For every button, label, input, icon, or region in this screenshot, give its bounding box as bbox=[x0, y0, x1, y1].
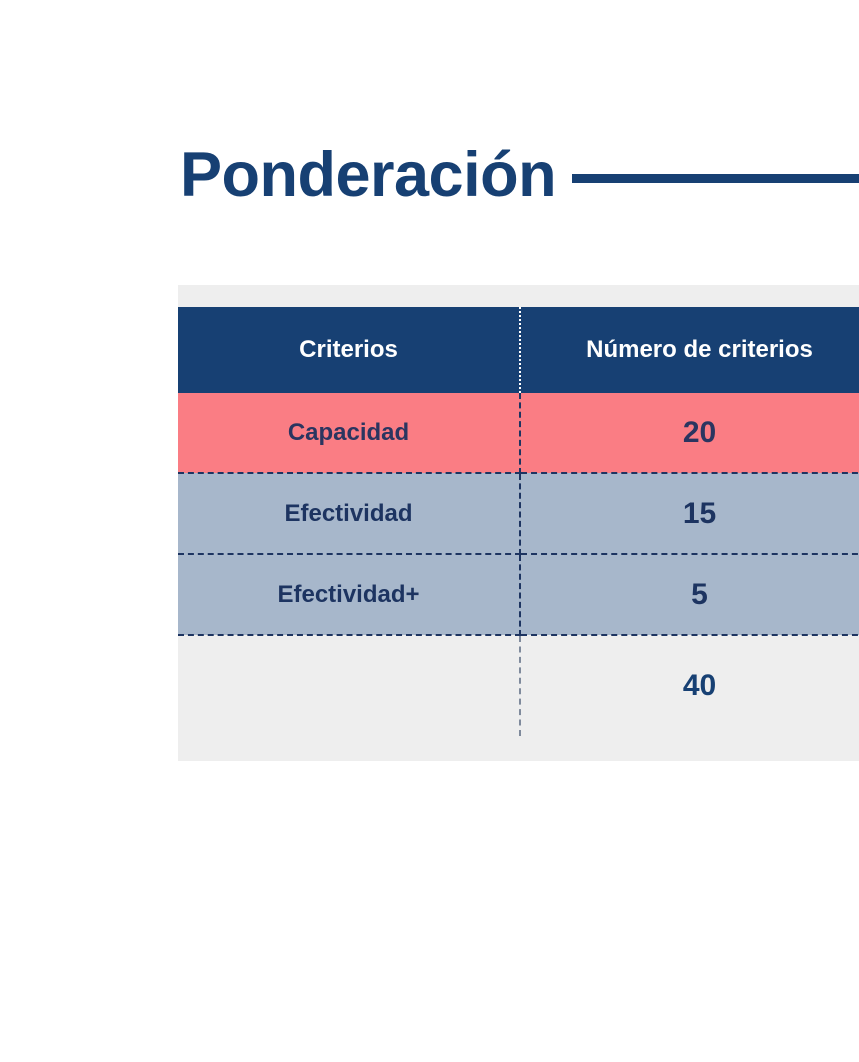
column-header-numero-de-criterios: Número de criterios bbox=[520, 307, 859, 393]
criteria-table: Criterios Número de criterios Capacidad … bbox=[178, 285, 859, 736]
table-row: Capacidad 20 bbox=[178, 393, 859, 474]
slide-title-row: Ponderación bbox=[0, 137, 859, 213]
column-header-criterios: Criterios bbox=[178, 307, 521, 393]
table-top-strip-left bbox=[178, 285, 520, 307]
table-top-strip bbox=[178, 285, 859, 307]
criteria-table-container: Criterios Número de criterios Capacidad … bbox=[178, 285, 859, 761]
cell-numero: 15 bbox=[520, 473, 859, 555]
table-total-row: 40 bbox=[178, 635, 859, 736]
table-row: Efectividad 15 bbox=[178, 473, 859, 555]
table-top-strip-right bbox=[520, 285, 859, 307]
page-title: Ponderación bbox=[180, 139, 557, 210]
table-row: Efectividad+ 5 bbox=[178, 554, 859, 636]
cell-criterio: Capacidad bbox=[178, 393, 521, 474]
cell-numero: 20 bbox=[520, 393, 859, 474]
cell-criterio: Efectividad bbox=[178, 473, 521, 555]
table-header-row: Criterios Número de criterios bbox=[178, 307, 859, 393]
cell-total-label bbox=[178, 635, 521, 736]
title-rule bbox=[572, 173, 859, 183]
cell-criterio: Efectividad+ bbox=[178, 554, 521, 636]
cell-numero: 5 bbox=[520, 554, 859, 636]
cell-total-numero: 40 bbox=[520, 635, 859, 736]
